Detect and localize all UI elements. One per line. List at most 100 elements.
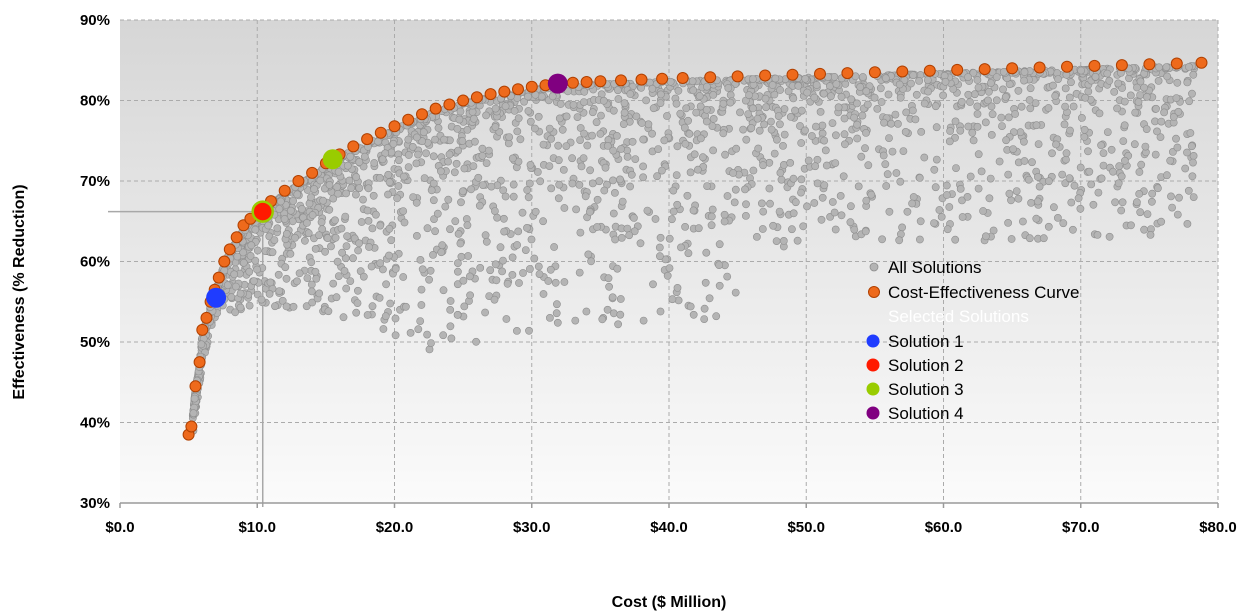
curve-point [759, 69, 772, 82]
all-solutions-point [274, 270, 283, 279]
curve-point [498, 85, 511, 98]
all-solutions-point [820, 181, 829, 190]
all-solutions-point [1048, 149, 1056, 158]
all-solutions-point [609, 146, 618, 155]
all-solutions-point [1175, 193, 1183, 202]
all-solutions-point [560, 278, 569, 286]
all-solutions-point [676, 109, 685, 118]
curve-point [388, 120, 401, 133]
all-solutions-point [932, 123, 941, 132]
all-solutions-point [1172, 134, 1180, 143]
all-solutions-point [1051, 92, 1060, 100]
all-solutions-point [310, 185, 318, 193]
y-axis-title: Effectiveness (% Reduction) [11, 184, 28, 399]
all-solutions-point [291, 233, 299, 242]
all-solutions-point [789, 209, 798, 218]
all-solutions-point [384, 190, 392, 199]
all-solutions-point [942, 181, 951, 190]
all-solutions-point [776, 168, 785, 177]
legend-label-solution-3: Solution 3 [888, 380, 964, 399]
x-tick-label: $40.0 [650, 519, 688, 536]
all-solutions-point [562, 142, 571, 150]
all-solutions-point [630, 227, 639, 236]
all-solutions-point [638, 119, 646, 127]
all-solutions-point [744, 110, 753, 118]
curve-point [1061, 60, 1073, 73]
all-solutions-point [453, 259, 462, 267]
all-solutions-point [486, 266, 495, 275]
all-solutions-point [550, 243, 558, 251]
all-solutions-point [553, 300, 561, 309]
all-solutions-point [231, 282, 240, 291]
all-solutions-point [837, 211, 846, 220]
all-solutions-point [885, 207, 894, 216]
curve-point [923, 64, 936, 77]
all-solutions-point [709, 115, 718, 123]
curve-point [566, 76, 579, 89]
all-solutions-point [239, 248, 247, 257]
all-solutions-point [1002, 136, 1010, 145]
all-solutions-point [555, 180, 564, 189]
all-solutions-point [464, 252, 472, 260]
all-solutions-point [870, 93, 879, 102]
all-solutions-point [427, 339, 435, 347]
curve-point [218, 255, 231, 268]
all-solutions-point [981, 118, 990, 127]
legend-marker-curve [868, 286, 880, 298]
all-solutions-point [537, 92, 546, 101]
all-solutions-point [674, 86, 683, 95]
all-solutions-point [1120, 121, 1129, 130]
all-solutions-point [840, 130, 849, 139]
all-solutions-point [465, 272, 474, 281]
all-solutions-point [253, 265, 261, 274]
all-solutions-point [828, 119, 837, 127]
all-solutions-point [581, 192, 590, 201]
all-solutions-point [964, 122, 973, 131]
all-solutions-point [359, 272, 368, 281]
all-solutions-point [289, 302, 298, 311]
all-solutions-point [995, 157, 1004, 166]
all-solutions-point [478, 151, 487, 160]
all-solutions-point [831, 225, 840, 234]
all-solutions-point [1114, 179, 1123, 188]
all-solutions-point [308, 298, 317, 307]
all-solutions-point [672, 171, 681, 179]
all-solutions-point [639, 173, 647, 182]
all-solutions-point [730, 198, 739, 207]
all-solutions-point [376, 259, 385, 268]
all-solutions-point [1103, 69, 1112, 78]
all-solutions-point [867, 190, 876, 199]
all-solutions-point [695, 92, 704, 100]
all-solutions-point [592, 118, 601, 127]
all-solutions-point [616, 310, 625, 319]
all-solutions-point [316, 176, 325, 185]
all-solutions-point [945, 137, 954, 146]
all-solutions-point [513, 241, 521, 249]
all-solutions-point [956, 126, 965, 135]
curve-point [1006, 62, 1019, 75]
all-solutions-point [729, 169, 737, 177]
all-solutions-point [577, 162, 586, 171]
all-solutions-point [920, 99, 929, 108]
all-solutions-point [547, 184, 556, 193]
all-solutions-point [599, 96, 608, 105]
all-solutions-point [400, 218, 409, 227]
all-solutions-point [1185, 63, 1193, 71]
all-solutions-point [508, 253, 517, 262]
all-solutions-point [1174, 107, 1183, 116]
all-solutions-point [898, 223, 906, 232]
all-solutions-point [580, 129, 588, 138]
all-solutions-point [909, 106, 917, 115]
all-solutions-point [609, 209, 618, 218]
all-solutions-point [303, 274, 312, 282]
all-solutions-point [530, 254, 539, 263]
all-solutions-point [649, 104, 658, 113]
all-solutions-point [1070, 181, 1079, 190]
all-solutions-point [666, 77, 675, 86]
all-solutions-point [307, 287, 316, 296]
all-solutions-point [385, 224, 394, 233]
all-solutions-point [1099, 149, 1108, 157]
all-solutions-point [376, 221, 385, 230]
all-solutions-point [694, 165, 702, 174]
all-solutions-point [1168, 203, 1176, 212]
